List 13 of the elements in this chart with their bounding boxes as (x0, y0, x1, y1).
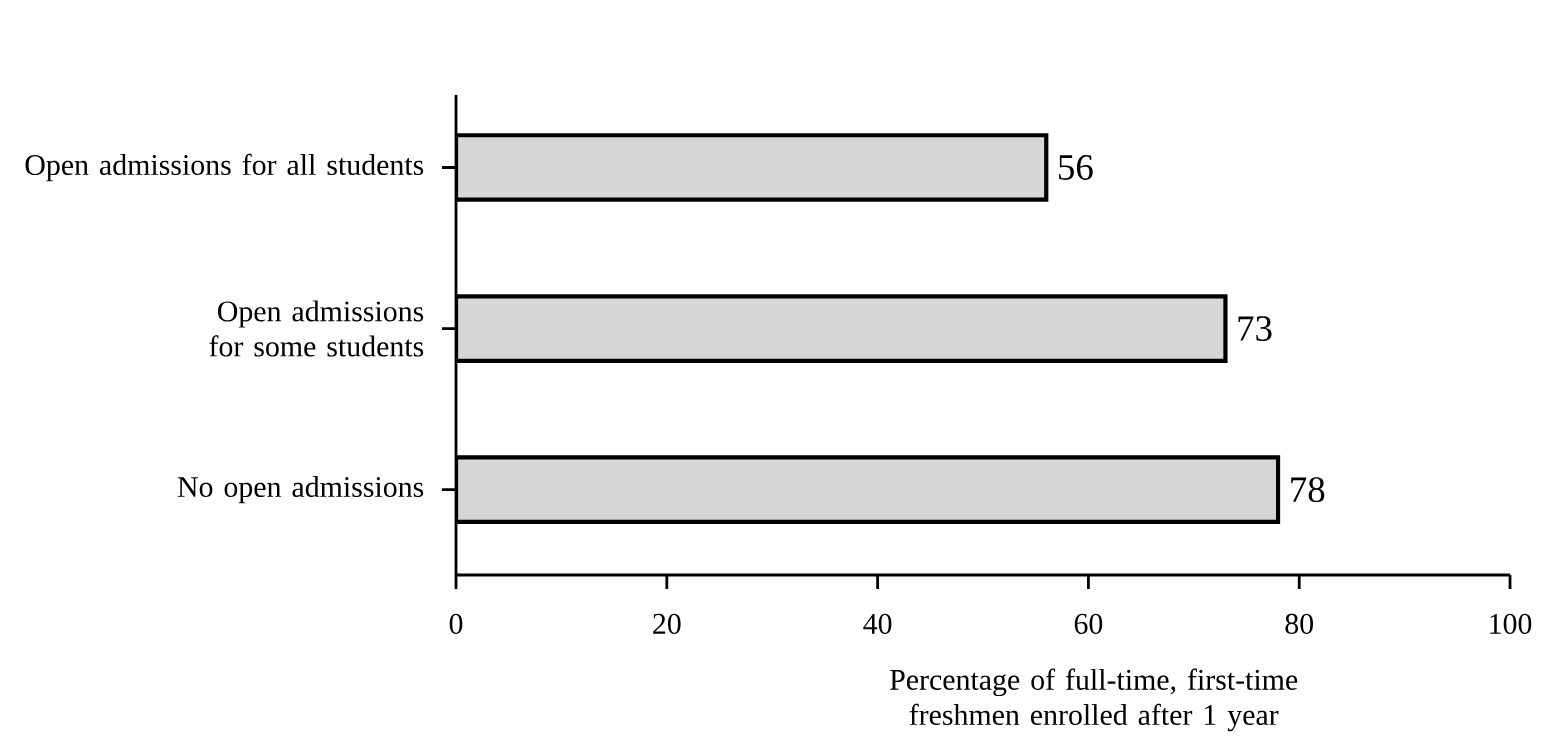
x-tick-label: 80 (1285, 613, 1313, 634)
data-label: 73 (1238, 316, 1272, 341)
y-tick-label: Open admissions for some students (209, 300, 424, 357)
x-tick-label: 0 (449, 613, 463, 634)
x-tick-label: 20 (653, 613, 681, 634)
data-label: 78 (1291, 477, 1325, 503)
x-tick-label: 100 (1490, 613, 1532, 634)
y-tick-label: No open admissions (177, 476, 424, 504)
x-axis-title: Percentage of full-time, first-time freshmen enrolled after 1 year (890, 668, 1298, 732)
x-tick-label: 60 (1074, 613, 1103, 634)
data-label: 56 (1059, 155, 1093, 180)
y-tick-label: Open admissions for all students (25, 153, 424, 182)
x-tick-label: 40 (863, 613, 892, 634)
